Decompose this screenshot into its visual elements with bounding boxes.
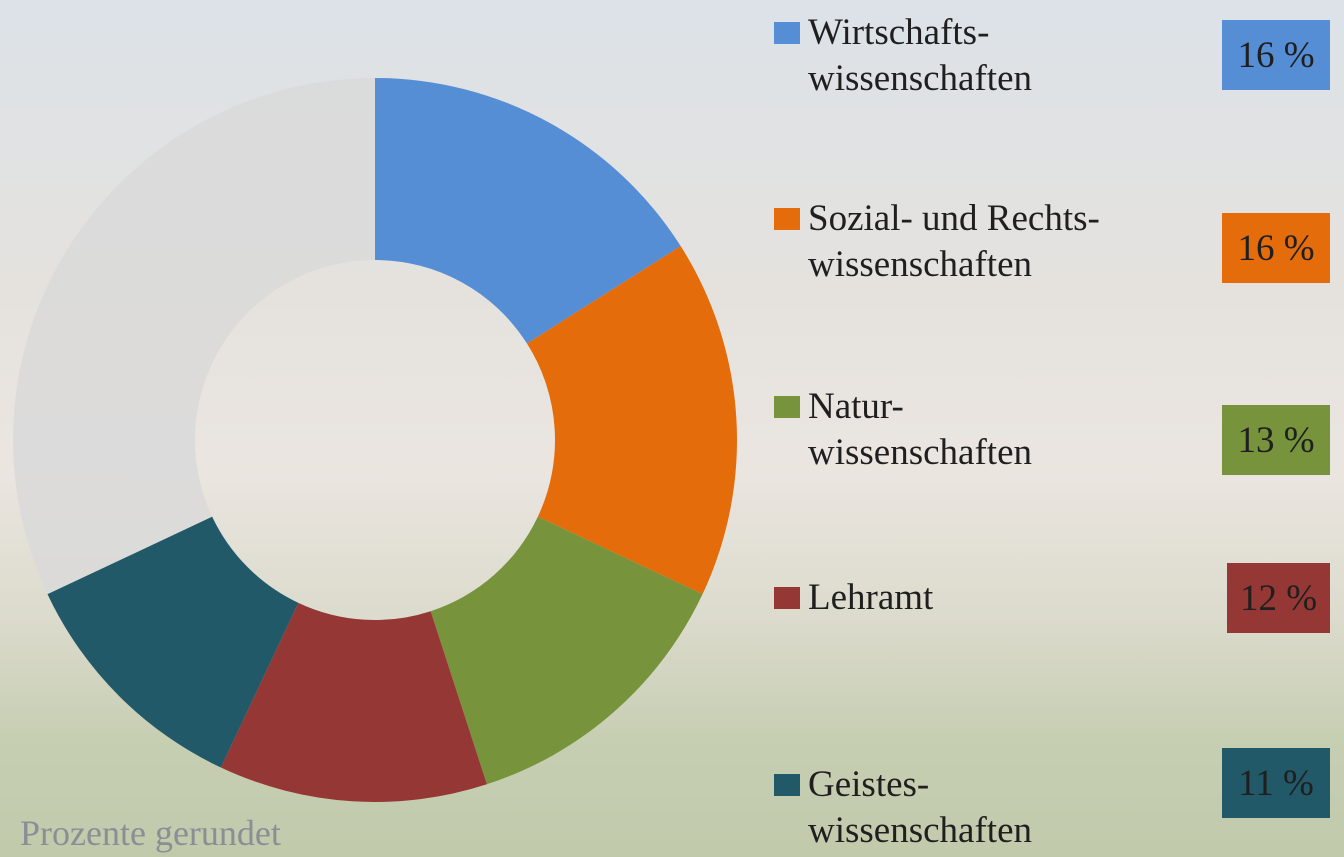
legend-label: Natur- wissenschaften (808, 386, 1032, 473)
legend-entry: Wirtschafts- wissenschaften (774, 10, 1032, 102)
legend-label: Wirtschafts- wissenschaften (808, 12, 1032, 99)
legend-swatch (774, 22, 800, 44)
donut-segment (220, 602, 487, 803)
donut-segment (430, 516, 703, 785)
legend-entry: Natur- wissenschaften (774, 384, 1032, 476)
legend-entry: Sozial- und Rechts- wissenschaften (774, 196, 1100, 288)
donut-segment (375, 78, 681, 344)
donut-segment (47, 516, 299, 768)
legend-swatch (774, 208, 800, 230)
legend-entry: Geistes- wissenschaften (774, 762, 1032, 854)
legend-entry: Lehramt (774, 575, 933, 621)
value-label: 16 % (1222, 20, 1330, 90)
legend-label: Lehramt (808, 577, 934, 618)
value-label: 13 % (1222, 405, 1330, 475)
legend-label: Sozial- und Rechts- wissenschaften (808, 198, 1100, 285)
legend-swatch (774, 774, 800, 796)
legend-label: Geistes- wissenschaften (808, 764, 1032, 851)
value-label: 11 % (1222, 748, 1330, 818)
value-label: 12 % (1227, 563, 1330, 633)
legend-swatch (774, 396, 800, 418)
donut-segment (526, 246, 737, 595)
value-label: 16 % (1222, 213, 1330, 283)
legend-swatch (774, 587, 800, 609)
donut-segment (12, 78, 376, 595)
footnote: Prozente gerundet (20, 813, 281, 853)
